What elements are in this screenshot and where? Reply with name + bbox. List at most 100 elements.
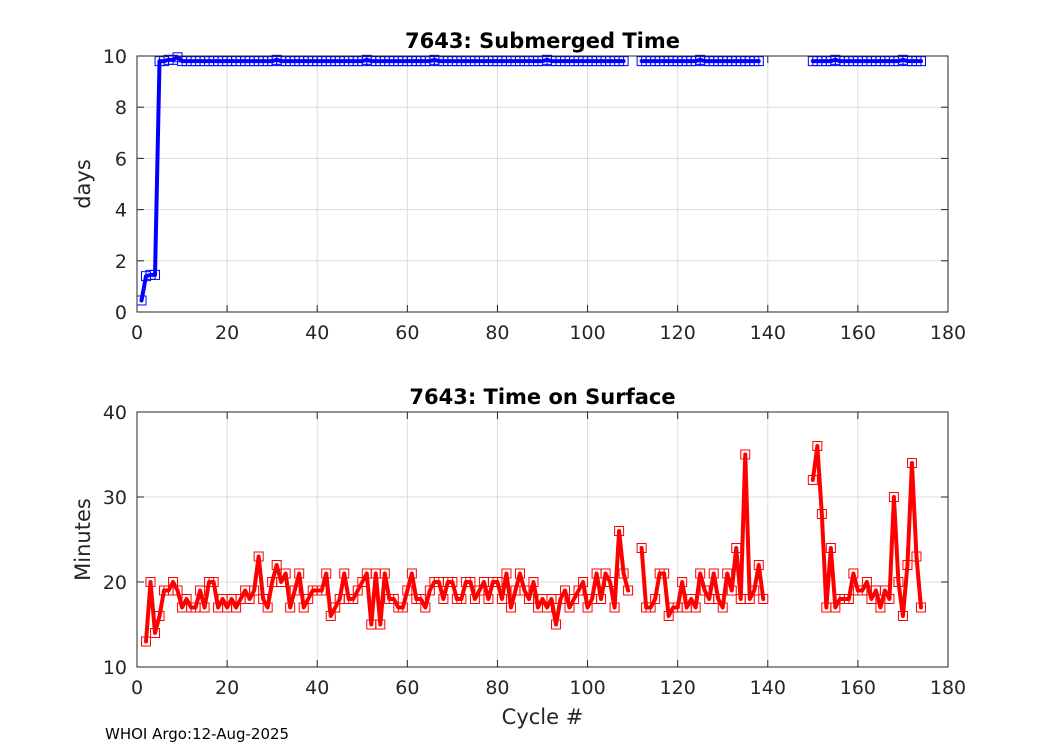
chart2-x-tick-label: 80: [485, 677, 509, 699]
chart2-series-0-marker: [406, 568, 417, 579]
chart1-x-tick-label: 60: [395, 322, 419, 344]
chart2-series-0-marker: [145, 577, 156, 587]
chart2-series-0-marker: [708, 568, 719, 579]
chart2-x-tick-label: 0: [131, 677, 143, 699]
chart1-x-tick-label: 100: [569, 322, 605, 344]
chart2-series-0-marker: [731, 543, 742, 553]
chart2-series-0-marker: [262, 602, 273, 613]
chart2-series-0-marker: [316, 585, 327, 596]
chart1-y-axis-label: days: [71, 159, 95, 209]
chart2-series-0-marker: [289, 585, 300, 596]
chart2-plot-area: [137, 412, 948, 667]
chart2-series-0-marker: [253, 551, 264, 562]
chart2-series-0-marker: [911, 551, 922, 562]
chart2-series-0-marker: [271, 560, 282, 570]
chart2-series-0-marker: [578, 577, 589, 587]
chart2-series-0-line: [144, 444, 923, 644]
footer-timestamp: WHOI Argo:12-Aug-2025: [105, 725, 290, 743]
chart2-series-0-marker: [456, 594, 467, 604]
chart2-series-0-marker: [659, 568, 670, 579]
chart2-series-0-marker: [528, 577, 539, 587]
chart2-y-axis-label: Minutes: [71, 498, 95, 581]
chart2-series-0-marker: [717, 602, 728, 613]
chart2-series-0-marker: [650, 594, 661, 604]
chart2-series-0-marker: [560, 585, 571, 596]
chart2-series-0-marker: [321, 568, 332, 579]
chart2-series-0-marker: [501, 568, 512, 579]
chart2-series-0-marker: [150, 628, 161, 638]
chart1-plot-area: [137, 56, 948, 312]
chart1-y-tick-label: 10: [103, 46, 127, 68]
chart2-series-0-marker: [906, 458, 917, 468]
chart2-series-0-marker: [294, 568, 305, 579]
chart2-series-0-marker: [199, 602, 210, 613]
chart2-series-0-marker: [614, 526, 625, 536]
chart1-series-0-marker: [618, 56, 629, 67]
chart2-series-0-marker: [285, 602, 296, 613]
chart2-series-0-marker: [812, 441, 823, 451]
chart2-series-0-marker: [695, 568, 706, 579]
chart1-title: 7643: Submerged Time: [405, 29, 680, 53]
chart2-series-0-marker: [843, 594, 854, 604]
chart2-series-0-marker: [726, 585, 737, 596]
chart2-series-0-marker: [505, 602, 516, 613]
chart1-axes-box: [136, 55, 949, 313]
chart2-series-0-marker: [690, 602, 701, 613]
chart2-series-0-marker: [523, 594, 534, 604]
chart1-series-0-marker: [753, 56, 764, 67]
chart2-series-0-marker: [875, 602, 886, 613]
chart1-x-tick-label: 140: [750, 322, 786, 344]
chart2-x-tick-label: 160: [840, 677, 876, 699]
chart1-x-tick-label: 20: [215, 322, 239, 344]
chart2-series-0-marker: [596, 594, 607, 604]
chart1-y-tick-label: 0: [115, 302, 127, 324]
chart2-series-0-marker: [816, 509, 827, 519]
chart1-series-0-marker: [915, 56, 926, 67]
chart2-axes-box: [136, 411, 949, 668]
chart2-series-0-marker: [280, 568, 291, 579]
chart1-y-tick-label: 4: [115, 200, 127, 222]
chart2-series-0-marker: [753, 560, 764, 570]
chart2-series-0-marker: [496, 594, 507, 604]
chart2-series-0-marker: [154, 611, 165, 621]
chart1-x-tick-label: 180: [930, 322, 966, 344]
chart2-series-0-marker: [888, 492, 899, 502]
chart2-y-tick-label: 10: [103, 657, 127, 679]
chart2-x-tick-label: 60: [395, 677, 419, 699]
chart2-series-0-marker: [618, 568, 629, 579]
chart2-series-0-marker: [483, 594, 494, 604]
chart1-x-tick-label: 120: [660, 322, 696, 344]
chart2-x-tick-label: 40: [305, 677, 329, 699]
chart2-series-0-marker: [208, 577, 219, 587]
chart2-series-0-marker: [609, 602, 620, 613]
chart1-series-0-marker: [150, 269, 161, 280]
chart2-series-0-marker: [623, 585, 634, 596]
chart2-x-tick-label: 120: [660, 677, 696, 699]
chart2-series-0-marker: [893, 577, 904, 587]
chart2-series-0-marker: [447, 577, 458, 587]
chart2-series-0-marker: [375, 619, 386, 630]
chart1-x-tick-label: 0: [131, 322, 143, 344]
chart2-x-tick-label: 180: [930, 677, 966, 699]
chart2-y-tick-label: 20: [103, 572, 127, 594]
chart2-series-0-marker: [438, 594, 449, 604]
chart2-series-0-marker: [492, 577, 503, 587]
chart2-y-tick-label: 40: [103, 402, 127, 424]
chart2-series-0-marker: [722, 568, 733, 579]
chart2-series-0-marker: [758, 594, 769, 604]
chart2-series-0-marker: [514, 568, 525, 579]
chart2-series-0-marker: [379, 568, 390, 579]
chart2-series-0-marker: [465, 577, 476, 587]
chart2-series-0-marker: [749, 585, 760, 596]
chart2-series-0-marker: [195, 585, 206, 596]
chart2-x-tick-label: 20: [215, 677, 239, 699]
chart2-series-0-marker: [172, 585, 183, 596]
chart1-x-tick-label: 80: [485, 322, 509, 344]
chart2-series-0-marker: [249, 585, 260, 596]
chart2-series-0-marker: [402, 585, 413, 596]
chart2-series-0-marker: [605, 577, 616, 587]
chart1-y-tick-label: 2: [115, 251, 127, 273]
chart2-series-0-marker: [897, 611, 908, 621]
chart2-series-0-marker: [848, 568, 859, 579]
